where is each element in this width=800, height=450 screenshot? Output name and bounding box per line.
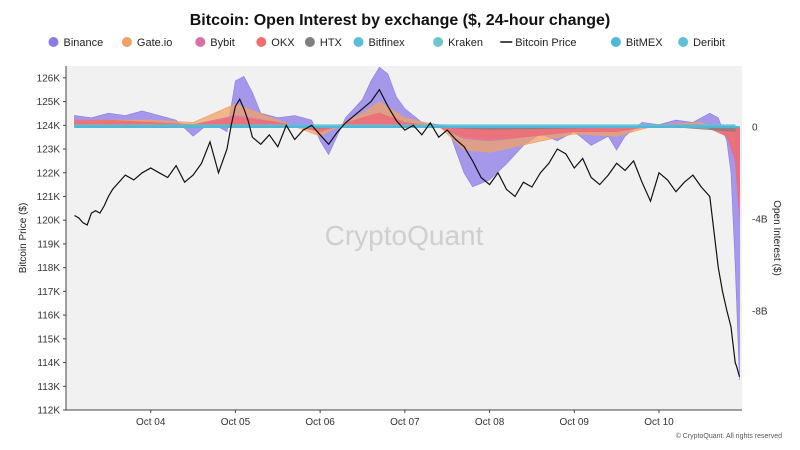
left-tick-label: 118K xyxy=(37,263,60,274)
price-line-group xyxy=(74,88,741,377)
left-tick-label: 126K xyxy=(37,73,61,84)
legend-label: Kraken xyxy=(448,37,483,49)
left-tick-label: 119K xyxy=(37,239,60,250)
left-tick-label: 121K xyxy=(37,192,61,203)
legend-item-bitmex[interactable]: BitMEX xyxy=(610,37,663,49)
right-axis-label: Open Interest ($) xyxy=(771,200,782,276)
x-tick-label: Oct 09 xyxy=(560,417,590,428)
left-tick-label: 112K xyxy=(37,406,60,417)
legend-item-deribit[interactable]: Deribit xyxy=(678,37,725,49)
legend-item-bybit[interactable]: Bybit xyxy=(195,37,235,49)
left-tick-label: 113K xyxy=(37,382,60,393)
left-tick-label: 125K xyxy=(37,97,61,108)
area-okx xyxy=(74,112,740,208)
legend-label: Bitfinex xyxy=(369,37,406,49)
legend-dot-marker xyxy=(433,37,444,47)
left-tick-label: 120K xyxy=(37,216,61,227)
legend-label: Gate.io xyxy=(137,37,172,49)
left-tick-label: 117K xyxy=(37,287,60,298)
left-tick-label: 124K xyxy=(37,121,61,132)
right-tick-label: -4B xyxy=(752,215,768,226)
legend-label: HTX xyxy=(320,37,343,49)
x-tick-label: Oct 08 xyxy=(475,417,505,428)
x-tick-label: Oct 05 xyxy=(221,417,251,428)
legend-dot-marker xyxy=(678,37,689,47)
x-tick-label: Oct 04 xyxy=(136,417,166,428)
legend-dot-marker xyxy=(256,37,267,47)
left-axis-label: Bitcoin Price ($) xyxy=(18,203,29,274)
right-tick-label: 0 xyxy=(752,122,758,133)
legend-label: BitMEX xyxy=(626,37,663,49)
legend-dot-marker xyxy=(353,37,364,47)
legend: Binance Gate.io Bybit OKX HTX Bitfinex Kraken B… xyxy=(48,37,725,49)
legend-dot-marker xyxy=(304,37,315,47)
chart-title: Bitcoin: Open Interest by exchange ($, 2… xyxy=(190,12,611,29)
left-tick-label: 115K xyxy=(37,334,60,345)
legend-item-kraken[interactable]: Kraken xyxy=(433,37,483,49)
x-tick-label: Oct 07 xyxy=(390,417,420,428)
legend-item-okx[interactable]: OKX xyxy=(256,37,295,49)
legend-label: OKX xyxy=(271,37,295,49)
legend-label: Binance xyxy=(64,37,104,49)
watermark: CryptoQuant xyxy=(325,220,484,251)
right-axis-ticks: 0 -4B -8B xyxy=(752,122,768,317)
legend-item-gate-io[interactable]: Gate.io xyxy=(121,37,172,49)
legend-dot-marker xyxy=(195,37,206,47)
legend-item-htx[interactable]: HTX xyxy=(304,37,343,49)
legend-dot-marker xyxy=(121,37,132,47)
legend-label: Deribit xyxy=(693,37,725,49)
legend-label: Bybit xyxy=(210,37,234,49)
left-axis-ticks: 112K 113K 114K 115K 116K 117K 118K 119K 120K 121K… xyxy=(37,73,66,417)
legend-item-bitcoin-price[interactable]: Bitcoin Price xyxy=(500,37,576,49)
x-tick-label: Oct 10 xyxy=(644,417,674,428)
left-tick-label: 116K xyxy=(37,311,60,322)
x-axis-ticks: Oct 04 Oct 05 Oct 06 Oct 07 Oct 08 Oct 09 Oct … xyxy=(136,410,674,428)
x-tick-label: Oct 06 xyxy=(305,417,335,428)
copyright-text: © CryptoQuant. All rights reserved xyxy=(676,432,782,440)
left-tick-label: 123K xyxy=(37,145,61,156)
legend-label: Bitcoin Price xyxy=(515,37,576,49)
legend-item-binance[interactable]: Binance xyxy=(48,37,104,49)
legend-item-bitfinex[interactable]: Bitfinex xyxy=(353,37,406,49)
legend-dot-marker xyxy=(610,37,621,47)
price-line xyxy=(74,88,741,377)
legend-dot-marker xyxy=(48,37,59,47)
left-tick-label: 122K xyxy=(37,168,61,179)
left-tick-label: 114K xyxy=(37,358,60,369)
right-tick-label: -8B xyxy=(752,307,768,318)
